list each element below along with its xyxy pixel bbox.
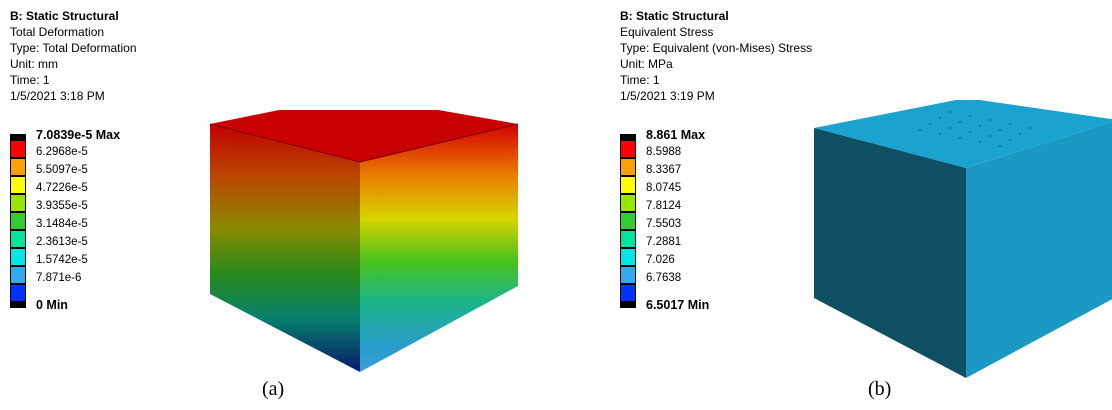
stress-cube-model xyxy=(814,100,1112,378)
legend-level-label: 8.0745 xyxy=(646,182,682,194)
result-header: B: Static Structural Total Deformation T… xyxy=(10,8,137,104)
legend-swatch xyxy=(10,140,26,158)
legend-swatch xyxy=(10,248,26,266)
stress-panel: B: Static Structural Equivalent Stress T… xyxy=(556,0,1112,410)
legend-swatch xyxy=(10,158,26,176)
legend-swatch xyxy=(10,194,26,212)
legend-level-label: 2.3613e-5 xyxy=(36,236,88,248)
deformation-cube-model xyxy=(209,110,519,372)
legend-swatch xyxy=(10,266,26,284)
cube-top-face xyxy=(814,100,1112,168)
legend-swatch xyxy=(620,158,636,176)
cube-left-face xyxy=(210,124,360,372)
result-time: Time: 1 xyxy=(10,73,50,87)
cube-edge xyxy=(209,123,519,163)
legend-level-label: 3.1484e-5 xyxy=(36,218,88,230)
result-name: Total Deformation xyxy=(10,25,105,39)
legend-swatch xyxy=(10,212,26,230)
result-type: Type: Equivalent (von-Mises) Stress xyxy=(620,41,813,55)
figure-caption: (b) xyxy=(868,378,892,400)
result-type: Type: Total Deformation xyxy=(10,41,137,55)
legend-min-cap xyxy=(10,302,26,308)
legend-level-label: 1.5742e-5 xyxy=(36,254,88,266)
legend-level-label: 8.3367 xyxy=(646,164,682,176)
figure-caption: (a) xyxy=(262,378,285,400)
legend-swatch xyxy=(10,230,26,248)
legend-level-label: 5.5097e-5 xyxy=(36,164,88,176)
legend-level-label: 3.9355e-5 xyxy=(36,200,88,212)
legend-level-label: 7.8124 xyxy=(646,200,682,212)
legend-max-cap xyxy=(10,134,26,140)
result-time: Time: 1 xyxy=(620,73,660,87)
deformation-panel: B: Static Structural Total Deformation T… xyxy=(10,8,519,400)
cube-right-face xyxy=(966,121,1112,378)
result-date: 1/5/2021 3:19 PM xyxy=(620,89,715,103)
legend-swatch xyxy=(620,266,636,284)
legend-swatch xyxy=(620,284,636,302)
legend-level-label: 6.2968e-5 xyxy=(36,146,88,158)
legend-min-cap xyxy=(620,302,636,308)
legend-swatch xyxy=(10,176,26,194)
cube-left-face xyxy=(814,128,966,378)
legend-swatch xyxy=(620,194,636,212)
legend-max-cap xyxy=(620,134,636,140)
mesh-node-dots xyxy=(919,111,1031,147)
legend-level-label: 7.026 xyxy=(646,254,675,266)
cube-top-face xyxy=(210,110,518,162)
result-date: 1/5/2021 3:18 PM xyxy=(10,89,105,103)
legend-max-label: 8.861 Max xyxy=(646,128,706,142)
analysis-title: B: Static Structural xyxy=(620,9,729,23)
legend-swatch xyxy=(620,248,636,266)
legend-swatch xyxy=(620,212,636,230)
legend-level-label: 4.7226e-5 xyxy=(36,182,88,194)
legend-level-label: 7.871e-6 xyxy=(36,272,82,284)
legend-max-label: 7.0839e-5 Max xyxy=(36,128,121,142)
legend-swatch xyxy=(10,284,26,302)
legend-swatch xyxy=(620,140,636,158)
legend-min-label: 6.5017 Min xyxy=(646,298,710,312)
legend-level-label: 7.5503 xyxy=(646,218,682,230)
legend-level-label: 6.7638 xyxy=(646,272,682,284)
legend-swatch xyxy=(620,230,636,248)
result-unit: Unit: mm xyxy=(10,57,58,71)
analysis-title: B: Static Structural xyxy=(10,9,119,23)
result-header: B: Static Structural Equivalent Stress T… xyxy=(620,8,812,104)
result-name: Equivalent Stress xyxy=(620,25,714,39)
legend-min-label: 0 Min xyxy=(36,298,68,312)
legend-level-label: 7.2881 xyxy=(646,236,682,248)
legend-level-label: 8.5988 xyxy=(646,146,682,158)
legend-swatch xyxy=(620,176,636,194)
cube-right-face xyxy=(360,124,518,372)
result-unit: Unit: MPa xyxy=(620,57,673,71)
